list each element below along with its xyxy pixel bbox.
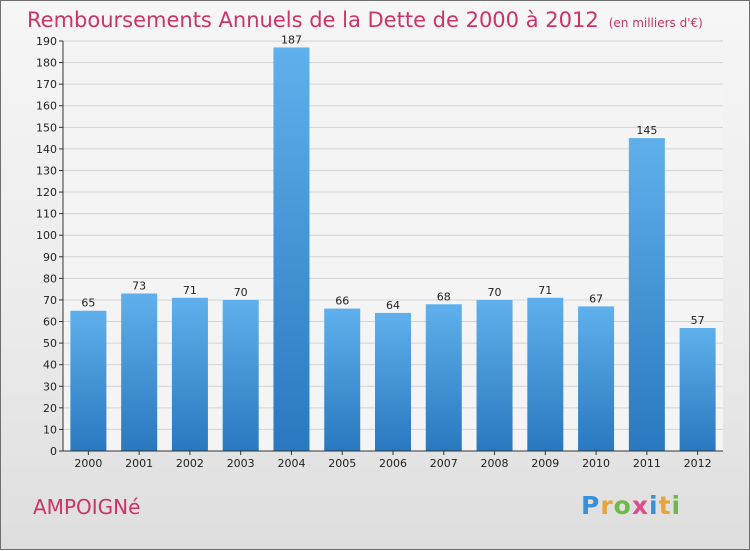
bar-2006 [375,312,411,451]
bar-2009 [527,297,564,451]
value-label-2010: 67 [589,292,603,305]
value-label-2003: 70 [234,286,248,299]
y-tick-label: 140 [36,143,57,156]
x-tick-label-2008: 2008 [481,457,509,470]
y-tick-label: 160 [36,100,57,113]
x-tick-label-2002: 2002 [176,457,204,470]
y-tick-label: 100 [36,229,57,242]
y-tick-label: 30 [43,380,57,393]
bar-2005 [324,308,361,451]
bar-2008 [476,299,513,451]
value-label-2011: 145 [636,124,657,137]
x-tick-label-2001: 2001 [125,457,153,470]
bar-2002 [171,297,208,451]
x-tick-label-2003: 2003 [227,457,255,470]
chart-title: Remboursements Annuels de la Dette de 20… [27,8,703,32]
value-label-2000: 65 [81,297,95,310]
y-tick-label: 60 [43,316,57,329]
value-label-2008: 70 [488,286,502,299]
y-tick-label: 80 [43,272,57,285]
y-tick-label: 130 [36,164,57,177]
bar-2010 [578,306,615,451]
y-tick-label: 120 [36,186,57,199]
y-tick-label: 0 [50,445,57,458]
x-tick-label-2000: 2000 [74,457,102,470]
value-label-2006: 64 [386,299,400,312]
y-tick-label: 190 [36,35,57,48]
y-tick-label: 150 [36,121,57,134]
y-tick-label: 20 [43,402,57,415]
y-tick-label: 10 [43,423,57,436]
value-label-2001: 73 [132,279,146,292]
y-tick-label: 180 [36,57,57,70]
x-tick-label-2012: 2012 [684,457,712,470]
value-label-2002: 71 [183,284,197,297]
bar-2007 [425,304,462,451]
proxiti-logo: Proxiti [581,491,682,520]
y-tick-label: 40 [43,359,57,372]
value-label-2012: 57 [691,314,705,327]
y-tick-label: 170 [36,78,57,91]
value-label-2007: 68 [437,290,451,303]
y-tick-label: 90 [43,251,57,264]
bar-2004 [273,47,310,451]
y-tick-label: 50 [43,337,57,350]
bar-2011 [628,138,665,451]
x-tick-label-2006: 2006 [379,457,407,470]
x-tick-label-2005: 2005 [328,457,356,470]
x-tick-label-2007: 2007 [430,457,458,470]
y-tick-label: 70 [43,294,57,307]
bar-2012 [679,328,716,451]
value-label-2005: 66 [335,295,349,308]
y-tick-label: 110 [36,208,57,221]
bar-2000 [70,310,107,451]
value-label-2009: 71 [538,284,552,297]
bar-2001 [121,293,158,451]
value-label-2004: 187 [281,33,302,46]
commune-name: AMPOIGNé [33,495,141,519]
x-tick-label-2004: 2004 [277,457,305,470]
x-tick-label-2009: 2009 [531,457,559,470]
x-tick-label-2010: 2010 [582,457,610,470]
bar-2003 [222,299,259,451]
x-tick-label-2011: 2011 [633,457,661,470]
chart-unit: (en milliers d'€) [608,16,703,30]
